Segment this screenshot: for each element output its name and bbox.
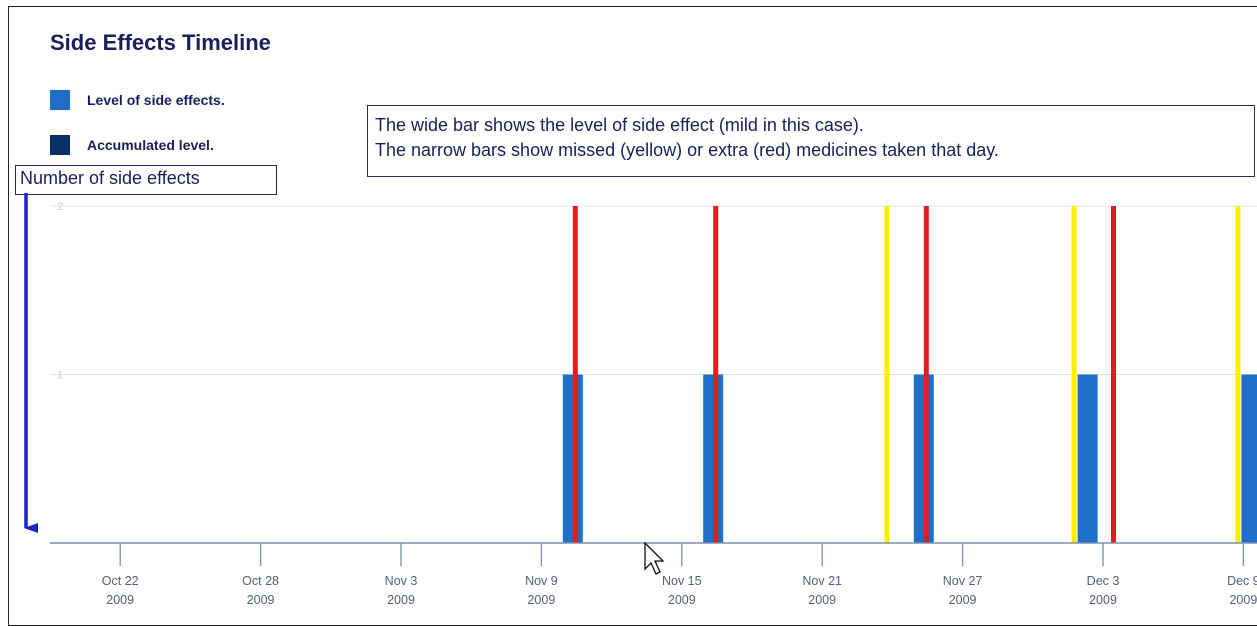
- x-tick-label: Dec 3: [1087, 574, 1120, 588]
- bar-missed: [1235, 206, 1241, 543]
- chart-title: Side Effects Timeline: [50, 30, 271, 55]
- x-tick-year: 2009: [1089, 593, 1117, 607]
- x-tick-label: Nov 9: [525, 574, 558, 588]
- x-tick-year: 2009: [106, 593, 134, 607]
- x-tick-year: 2009: [387, 593, 415, 607]
- x-tick-label: Nov 21: [802, 574, 842, 588]
- x-tick-year: 2009: [949, 593, 977, 607]
- legend-label-accumulated: Accumulated level.: [87, 137, 214, 153]
- annotation-line-1: The wide bar shows the level of side eff…: [375, 115, 864, 135]
- bar-missed: [1071, 206, 1077, 543]
- x-tick-label: Nov 15: [662, 574, 702, 588]
- bar-extra: [1111, 206, 1116, 543]
- x-tick-label: Oct 28: [242, 574, 279, 588]
- x-tick-year: 2009: [527, 593, 555, 607]
- y-axis-label: Number of side effects: [15, 165, 277, 195]
- bar-level: [1241, 374, 1257, 543]
- legend-swatch-accumulated: [50, 135, 70, 155]
- x-tick-label: Nov 3: [385, 574, 418, 588]
- x-tick-label: Oct 22: [102, 574, 139, 588]
- y-tick-label: 2: [57, 201, 63, 213]
- legend-item-accumulated: Accumulated level.: [50, 135, 214, 155]
- x-tick-year: 2009: [247, 593, 275, 607]
- bar-extra: [572, 206, 578, 543]
- bar-missed: [884, 206, 890, 543]
- annotation-line-2: The narrow bars show missed (yellow) or …: [375, 140, 999, 160]
- y-tick-label: 1: [57, 370, 63, 382]
- bar-extra: [713, 206, 719, 543]
- legend-label-level: Level of side effects.: [87, 92, 225, 108]
- x-tick-year: 2009: [1229, 593, 1257, 607]
- annotation-box: The wide bar shows the level of side eff…: [367, 105, 1255, 177]
- x-tick-year: 2009: [808, 593, 836, 607]
- legend-item-level: Level of side effects.: [50, 90, 225, 110]
- x-tick-label: Nov 27: [943, 574, 983, 588]
- x-tick-label: Dec 9: [1227, 574, 1257, 588]
- bar-level: [1077, 374, 1098, 543]
- bar-extra: [923, 206, 929, 543]
- x-tick-year: 2009: [668, 593, 696, 607]
- legend-swatch-level: [50, 90, 70, 110]
